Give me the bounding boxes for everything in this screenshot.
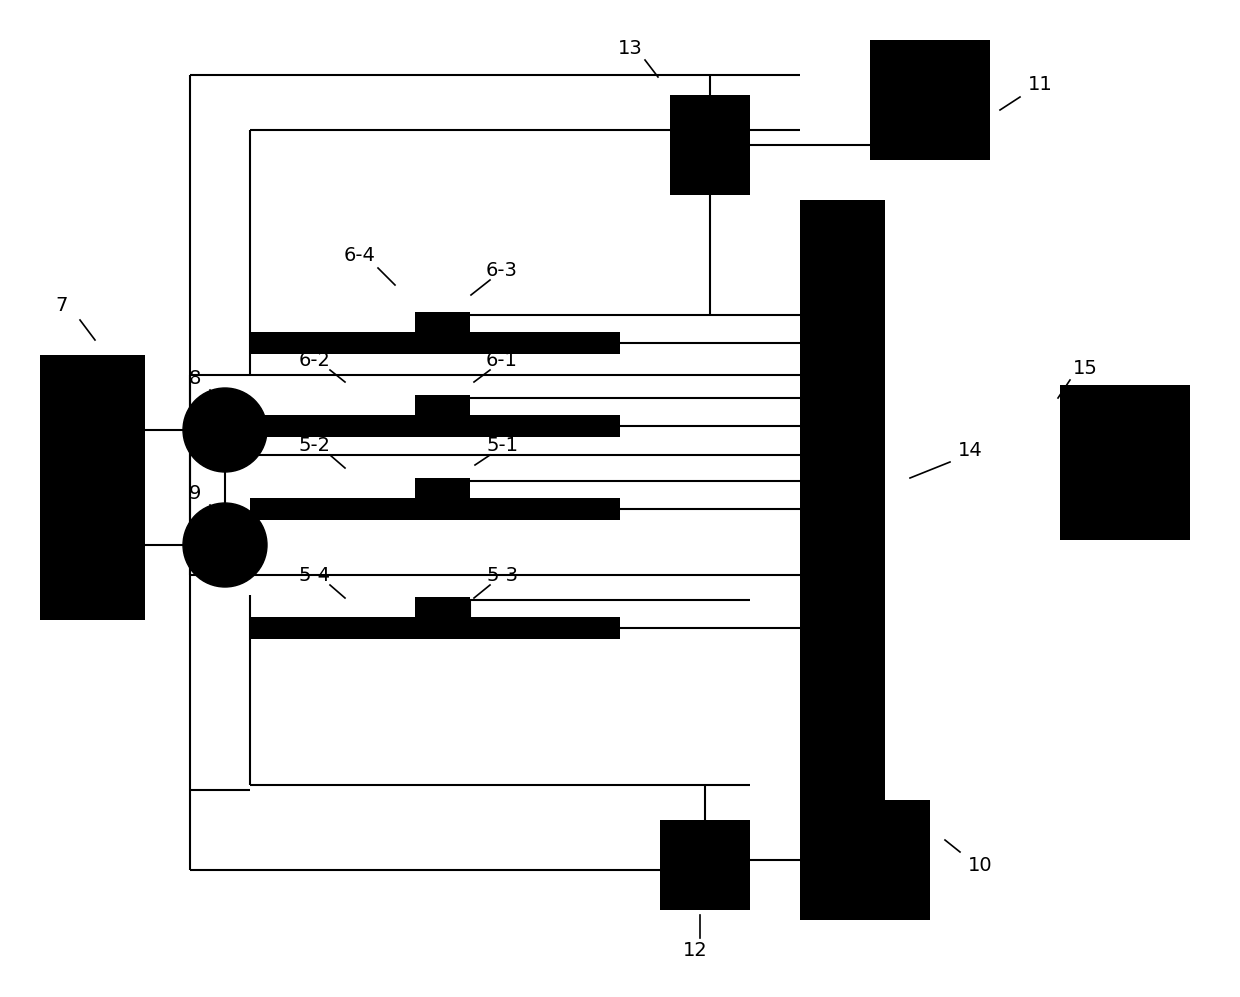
- Bar: [250, 617, 620, 639]
- Bar: [800, 200, 885, 815]
- Text: 5-4: 5-4: [299, 565, 331, 584]
- Text: 11: 11: [1028, 76, 1053, 95]
- Text: 8: 8: [188, 369, 201, 388]
- Bar: [250, 415, 620, 437]
- Text: 15: 15: [1073, 359, 1097, 378]
- Text: 6-2: 6-2: [299, 351, 331, 370]
- Text: 5-1: 5-1: [486, 436, 518, 455]
- Text: 7: 7: [56, 295, 68, 314]
- Text: 14: 14: [957, 441, 982, 460]
- Bar: [1060, 385, 1190, 540]
- Circle shape: [184, 503, 267, 587]
- Bar: [870, 40, 990, 160]
- Text: 13: 13: [618, 39, 642, 58]
- Bar: [250, 498, 620, 520]
- Text: 12: 12: [683, 940, 707, 959]
- Bar: [800, 800, 930, 920]
- Text: 6-4: 6-4: [343, 245, 376, 264]
- Bar: [250, 332, 620, 354]
- Text: 9: 9: [188, 484, 201, 502]
- Bar: [660, 820, 750, 910]
- Bar: [415, 312, 470, 332]
- Bar: [40, 355, 145, 620]
- Bar: [670, 95, 750, 195]
- Bar: [415, 597, 470, 617]
- Text: 6-1: 6-1: [486, 351, 518, 370]
- Text: 5-2: 5-2: [299, 436, 331, 455]
- Text: 5-3: 5-3: [486, 565, 518, 584]
- Bar: [415, 478, 470, 498]
- Text: 10: 10: [967, 855, 992, 874]
- Bar: [415, 395, 470, 415]
- Text: 6-3: 6-3: [486, 260, 518, 279]
- Circle shape: [184, 388, 267, 472]
